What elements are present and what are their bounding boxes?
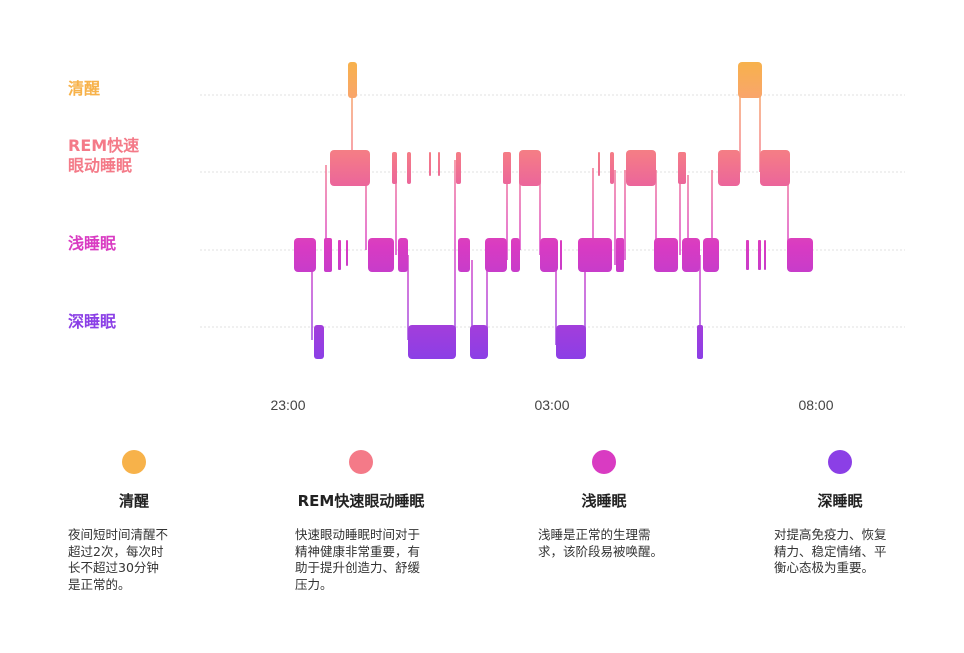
legend-title-rem: REM快速眼动睡眠 — [297, 492, 425, 510]
x-tick-2300: 23:00 — [270, 397, 306, 413]
rem-block — [519, 150, 541, 186]
stage-blocks — [294, 62, 813, 359]
legend-dot-deep — [828, 450, 852, 474]
legend-title-deep: 深睡眠 — [817, 492, 863, 510]
x-tick-0300: 03:00 — [534, 397, 570, 413]
rem-block — [392, 152, 397, 184]
light-block — [787, 238, 813, 272]
deep-block — [408, 325, 456, 359]
rem-block — [718, 150, 740, 186]
rem-block — [626, 150, 656, 186]
light-block — [654, 238, 678, 272]
stage-transitions — [311, 80, 789, 355]
light-block — [616, 238, 624, 272]
awake-block — [348, 62, 357, 98]
legend-desc-deep: 对提高免疫力、恢复 精力、稳定情绪、平 衡心态极为重要。 — [774, 527, 887, 575]
legend-dot-awake — [122, 450, 146, 474]
legend-desc-rem: 快速眼动睡眠时间对于 精神健康非常重要，有 助于提升创造力、舒缓 压力。 — [295, 527, 421, 592]
light-block — [294, 238, 316, 272]
light-block — [746, 240, 749, 270]
light-block — [764, 240, 766, 270]
light-block — [578, 238, 612, 272]
hypnogram-chart — [200, 62, 905, 359]
rem-block — [678, 152, 686, 184]
rem-block — [610, 152, 614, 184]
light-block — [703, 238, 719, 272]
light-block — [338, 240, 341, 270]
legend-desc-awake: 夜间短时间清醒不 超过2次，每次时 长不超过30分钟 是正常的。 — [68, 527, 169, 592]
light-block — [324, 238, 332, 272]
x-tick-0800: 08:00 — [798, 397, 834, 413]
legend-item-deep: 深睡眠 对提高免疫力、恢复 精力、稳定情绪、平 衡心态极为重要。 — [740, 450, 940, 577]
light-block — [682, 238, 700, 272]
stage-label-awake: 清醒 — [68, 79, 101, 98]
legend-desc-light: 浅睡是正常的生理需 求，该阶段易被唤醒。 — [538, 527, 664, 559]
stage-label-rem-line2: 眼动睡眠 — [68, 156, 133, 175]
awake-block — [738, 62, 762, 98]
rem-block — [503, 152, 511, 184]
rem-block — [456, 152, 461, 184]
rem-block — [598, 152, 600, 176]
rem-block — [330, 150, 370, 186]
light-block — [485, 238, 507, 272]
rem-block — [429, 152, 431, 176]
light-block — [511, 238, 520, 272]
legend-item-rem: REM快速眼动睡眠 快速眼动睡眠时间对于 精神健康非常重要，有 助于提升创造力、… — [261, 450, 461, 593]
legend-title-awake: 清醒 — [118, 492, 149, 510]
light-block — [458, 238, 470, 272]
light-block — [398, 238, 408, 272]
deep-block — [470, 325, 488, 359]
legend-title-light: 浅睡眠 — [581, 492, 627, 510]
deep-block — [556, 325, 586, 359]
stage-label-light: 浅睡眠 — [68, 234, 117, 253]
rem-block — [407, 152, 411, 184]
light-block — [368, 238, 394, 272]
light-block — [346, 240, 348, 266]
legend-dot-light — [592, 450, 616, 474]
legend-item-awake: 清醒 夜间短时间清醒不 超过2次，每次时 长不超过30分钟 是正常的。 — [34, 450, 234, 593]
rem-block — [760, 150, 790, 186]
light-block — [758, 240, 761, 270]
legend-dot-rem — [349, 450, 373, 474]
stage-label-rem-line1: REM快速 — [68, 136, 140, 155]
stage-label-rem: REM快速 眼动睡眠 — [68, 136, 139, 176]
legend-item-light: 浅睡眠 浅睡是正常的生理需 求，该阶段易被唤醒。 — [504, 450, 704, 560]
deep-block — [314, 325, 324, 359]
rem-block — [438, 152, 440, 176]
light-block — [540, 238, 558, 272]
deep-block — [697, 325, 703, 359]
stage-label-deep: 深睡眠 — [68, 312, 117, 331]
light-block — [560, 240, 562, 270]
